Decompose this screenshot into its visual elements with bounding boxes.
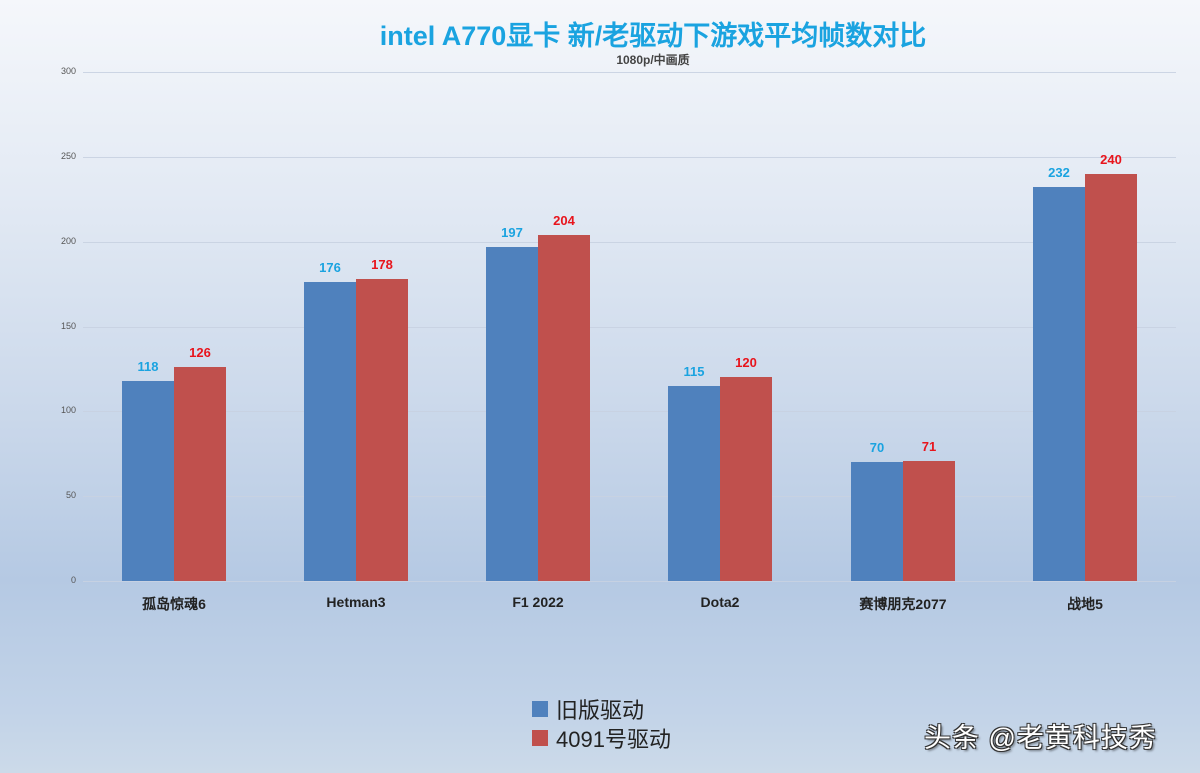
- bar-old-driver: [1033, 187, 1085, 581]
- bar-old-driver: [668, 385, 720, 581]
- bar-old-driver: [851, 462, 903, 581]
- value-label-old: 70: [869, 440, 885, 456]
- chart-subtitle: 1080p/中画质: [616, 53, 690, 67]
- y-tick-label: 250: [60, 150, 76, 161]
- gridline: [83, 241, 1176, 243]
- value-label-old: 118: [137, 358, 159, 374]
- gridline: [83, 496, 1176, 498]
- value-label-old: 115: [683, 363, 705, 379]
- bar-new-driver: [903, 460, 955, 581]
- y-tick-label: 150: [60, 320, 76, 331]
- value-label-old: 232: [1048, 165, 1070, 181]
- bar-new-driver: [538, 234, 590, 581]
- chart-title: intel A770显卡 新/老驱动下游戏平均帧数对比: [379, 21, 927, 51]
- legend-label-new: 4091号驱动: [556, 726, 671, 752]
- x-axis-label: Dota2: [700, 594, 740, 610]
- legend-swatch-old: [532, 700, 548, 717]
- gridline: [83, 72, 1176, 73]
- watermark: 头条 @老黄科技秀: [924, 723, 1157, 753]
- legend-item-old-driver: 旧版驱动: [532, 694, 671, 723]
- value-label-new: 71: [921, 438, 937, 454]
- x-axis-label: 孤岛惊魂6: [142, 596, 206, 612]
- legend: 旧版驱动 4091号驱动: [532, 694, 671, 752]
- x-axis-label: Hetman3: [326, 594, 386, 610]
- value-label-new: 120: [735, 355, 757, 371]
- legend-item-new-driver: 4091号驱动: [532, 723, 671, 752]
- value-label-new: 204: [553, 212, 575, 228]
- bar-new-driver: [720, 377, 772, 581]
- y-tick-label: 100: [60, 405, 76, 416]
- x-axis-label: 赛博朋克2077: [859, 596, 947, 612]
- bar-old-driver: [122, 380, 174, 581]
- x-axis-label: 战地5: [1067, 596, 1103, 612]
- value-label-old: 176: [319, 260, 341, 276]
- legend-label-old: 旧版驱动: [556, 697, 645, 723]
- y-tick-label: 200: [60, 235, 76, 246]
- y-tick-label: 50: [65, 490, 76, 501]
- legend-swatch-new: [532, 729, 548, 746]
- gridline: [83, 581, 1176, 582]
- value-label-new: 178: [371, 256, 393, 272]
- value-label-new: 126: [189, 345, 211, 361]
- bar-old-driver: [304, 282, 356, 581]
- gridline: [83, 156, 1176, 158]
- x-axis-label: F1 2022: [512, 594, 564, 610]
- value-label-new: 240: [1100, 151, 1122, 167]
- y-tick-label: 0: [70, 575, 76, 585]
- y-tick-label: 300: [60, 66, 76, 76]
- bar-new-driver: [174, 367, 226, 581]
- value-label-old: 197: [501, 224, 523, 240]
- bar-old-driver: [486, 246, 538, 581]
- gridline: [83, 411, 1176, 413]
- bar-new-driver: [356, 278, 408, 581]
- gridline: [83, 326, 1176, 328]
- bar-new-driver: [1085, 173, 1137, 581]
